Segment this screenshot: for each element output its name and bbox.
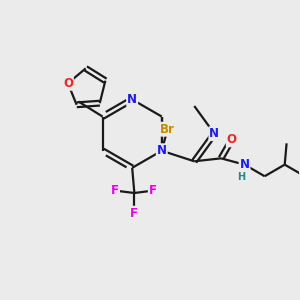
Text: F: F xyxy=(111,184,119,197)
Text: N: N xyxy=(127,93,137,106)
Text: N: N xyxy=(240,158,250,171)
Text: N: N xyxy=(157,144,167,157)
Text: Br: Br xyxy=(160,123,175,136)
Text: F: F xyxy=(130,207,138,220)
Text: N: N xyxy=(209,127,219,140)
Text: O: O xyxy=(227,133,237,146)
Text: H: H xyxy=(237,172,245,182)
Text: O: O xyxy=(63,77,73,90)
Text: F: F xyxy=(149,184,157,197)
